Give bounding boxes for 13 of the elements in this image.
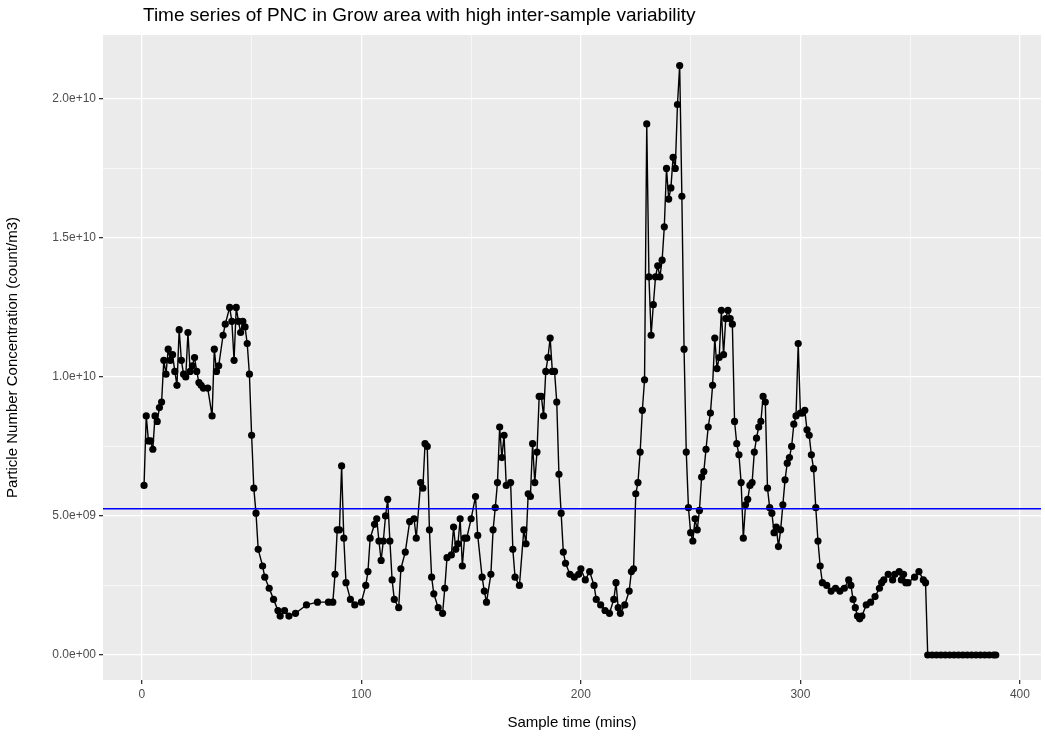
x-tick-label: 300 <box>790 686 811 701</box>
y-tick-label: 2.0e+10 <box>52 91 97 106</box>
chart-title: Time series of PNC in Grow area with high inter-sample variability <box>143 4 696 26</box>
x-tick-label: 200 <box>570 686 592 701</box>
x-tick-label: 0 <box>138 686 146 701</box>
x-tick-label: 100 <box>351 686 372 701</box>
y-tick-label: 1.5e+10 <box>52 230 97 245</box>
y-tick-label: 0.0e+00 <box>52 647 97 662</box>
x-axis-title: Sample time (mins) <box>507 713 637 731</box>
x-tick-label: 400 <box>1009 686 1031 701</box>
y-tick-label: 1.0e+10 <box>52 369 97 384</box>
y-axis-title: Particle Number Concentration (count/m3) <box>3 217 21 498</box>
y-tick-label: 5.0e+09 <box>52 508 97 523</box>
